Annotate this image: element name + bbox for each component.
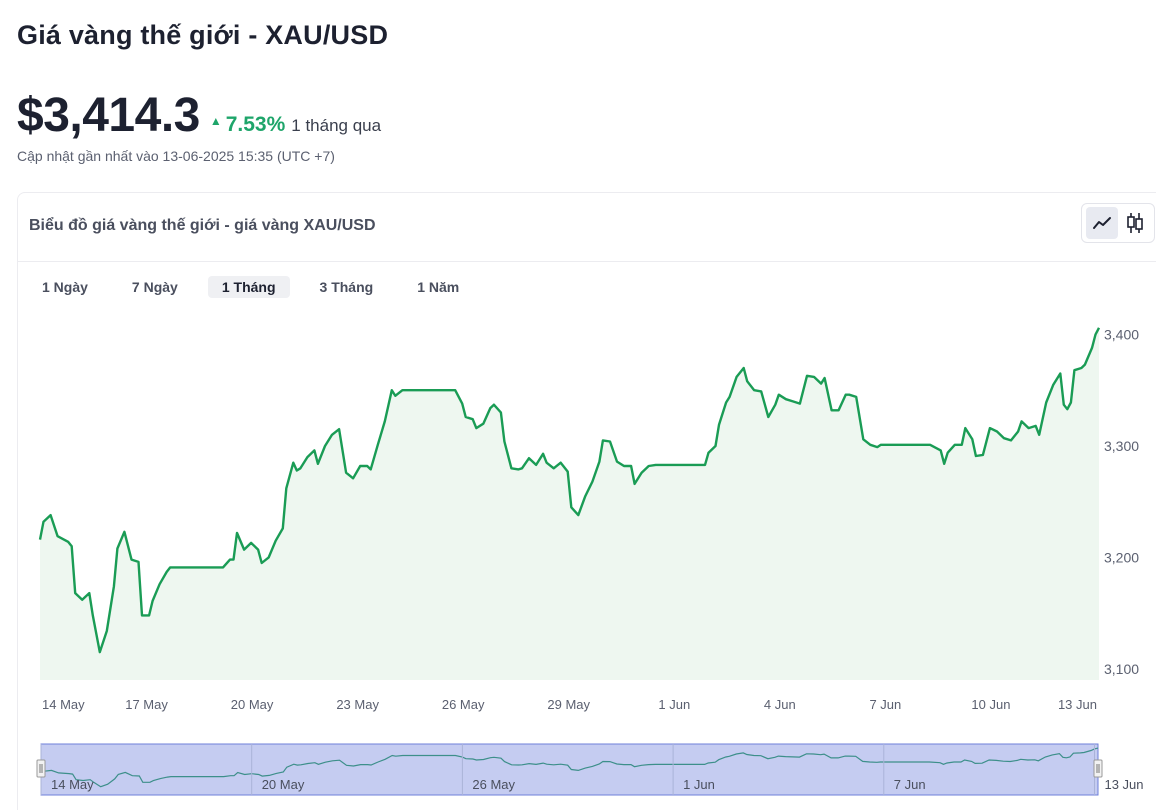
price-area-fill bbox=[40, 327, 1099, 680]
tab-1-year[interactable]: 1 Năm bbox=[417, 279, 460, 295]
chart-card-header: Biểu đồ giá vàng thế giới - giá vàng XAU… bbox=[18, 193, 1156, 262]
x-tick-label: 20 May bbox=[231, 697, 274, 712]
x-tick-label: 17 May bbox=[125, 697, 168, 712]
chart-mode-toggle bbox=[1081, 203, 1155, 243]
candlestick-chart-button[interactable] bbox=[1119, 207, 1151, 239]
price-line-series bbox=[38, 327, 1101, 654]
x-tick-label: 29 May bbox=[547, 697, 590, 712]
x-tick-label: 10 Jun bbox=[971, 697, 1010, 712]
up-arrow-icon: ▲ bbox=[209, 114, 222, 128]
x-tick-label: 4 Jun bbox=[764, 697, 796, 712]
line-chart-button[interactable] bbox=[1085, 207, 1118, 239]
tab-3-months[interactable]: 3 Tháng bbox=[319, 279, 374, 295]
y-tick-label: 3,300 bbox=[1104, 438, 1139, 454]
y-tick-label: 3,400 bbox=[1104, 327, 1139, 343]
chart-card-title: Biểu đồ giá vàng thế giới - giá vàng XAU… bbox=[29, 217, 376, 234]
line-chart-icon bbox=[1092, 217, 1111, 229]
x-tick-label: 26 May bbox=[442, 697, 485, 712]
x-tick-label: 7 Jun bbox=[869, 697, 901, 712]
y-tick-label: 3,100 bbox=[1104, 661, 1139, 677]
price-line-chart[interactable]: 3,100 3,200 3,300 3,400 14 May 17 May 20 May 23… bbox=[0, 0, 1156, 730]
last-updated: Cập nhật gần nhất vào 13-06-2025 15:35 (… bbox=[17, 148, 335, 164]
candlestick-chart-icon bbox=[1126, 213, 1143, 233]
x-tick-label: 23 May bbox=[336, 697, 379, 712]
x-tick-label: 1 Jun bbox=[658, 697, 690, 712]
time-range-tabs: 1 Ngày 7 Ngày 1 Tháng 3 Tháng 1 Năm bbox=[28, 276, 489, 298]
y-tick-label: 3,200 bbox=[1104, 549, 1139, 565]
price-change-percent: 7.53% bbox=[225, 113, 286, 136]
tab-1-day[interactable]: 1 Ngày bbox=[42, 279, 88, 295]
price-row: $3,414.3 ▲ 7.53% 1 tháng qua bbox=[17, 88, 381, 143]
tab-1-month[interactable]: 1 Tháng bbox=[207, 276, 290, 298]
current-price: $3,414.3 bbox=[17, 89, 200, 142]
x-tick-label: 14 May bbox=[42, 697, 85, 712]
chart-card: Biểu đồ giá vàng thế giới - giá vàng XAU… bbox=[17, 192, 1156, 810]
x-tick-label: 13 Jun bbox=[1058, 697, 1097, 712]
tab-7-days[interactable]: 7 Ngày bbox=[131, 279, 178, 295]
page-title: Giá vàng thế giới - XAU/USD bbox=[17, 20, 389, 50]
price-change-period: 1 tháng qua bbox=[291, 116, 382, 135]
